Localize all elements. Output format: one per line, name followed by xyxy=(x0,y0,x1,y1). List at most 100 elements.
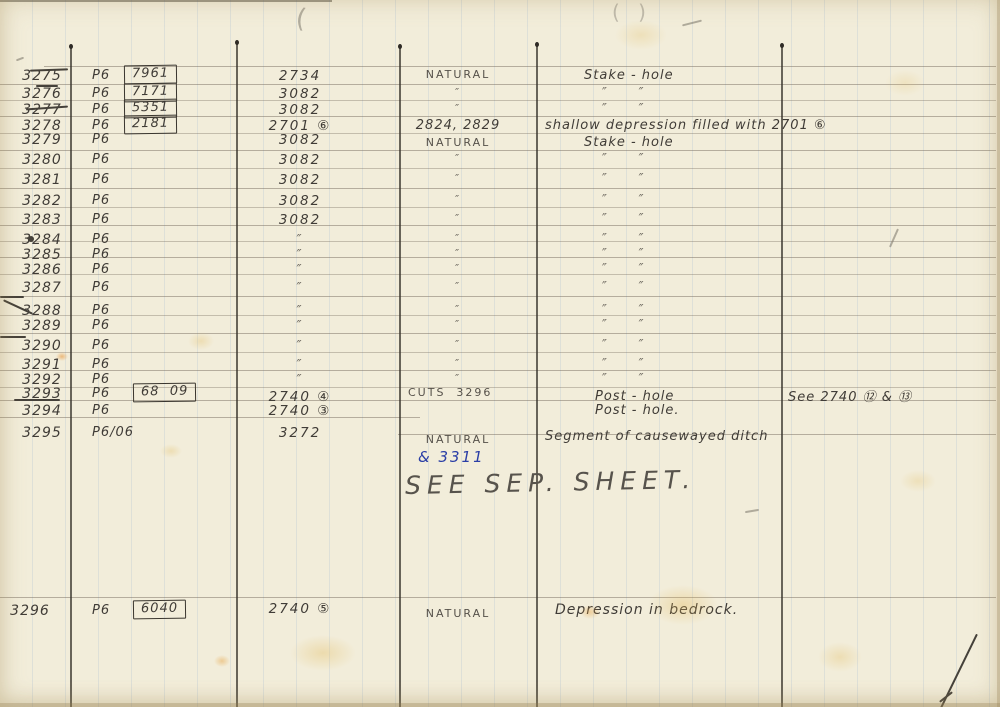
table-row: 3289 P6 ″ ″ ″ ″ xyxy=(0,318,1000,336)
area-code: P6 xyxy=(92,132,111,147)
table-row: 3276 P6 7171 3082 ″ ″ ″ xyxy=(0,82,1000,104)
grid-box: 7961 xyxy=(123,64,178,85)
stain xyxy=(160,444,182,458)
context-number: 3276 xyxy=(22,86,62,102)
ditto-mark: ″ xyxy=(296,372,304,388)
ditto-mark: ″ xyxy=(296,262,304,278)
scan-edge xyxy=(0,0,332,2)
table-row: 3282 P6 3082 ″ ″ ″ xyxy=(0,193,1000,211)
area-code: P6 xyxy=(92,68,111,83)
pen-scratch xyxy=(744,508,760,514)
ditto-mark: ″ xyxy=(454,262,462,275)
ruled-line xyxy=(0,168,996,169)
ruled-line xyxy=(0,188,996,189)
type-label: NATURAL xyxy=(425,433,491,446)
context-number: 3281 xyxy=(22,172,62,188)
area-code: P6 xyxy=(92,86,111,101)
ruled-line xyxy=(0,207,996,208)
ruled-line xyxy=(0,400,996,401)
context-number: 3294 xyxy=(22,403,62,419)
context-number: 3283 xyxy=(22,212,62,228)
ditto-mark: ″ ″ xyxy=(602,318,645,333)
stain xyxy=(818,642,862,672)
area-code: P6 xyxy=(92,172,111,187)
line-top-dot xyxy=(780,43,784,48)
pencil-squiggle xyxy=(682,19,702,27)
stain xyxy=(900,470,936,492)
ditto-mark: ″ xyxy=(454,212,462,225)
table-row: 3283 P6 3082 ″ ″ ″ xyxy=(0,212,1000,230)
area-code: P6/06 xyxy=(92,425,135,440)
ditto-mark: ″ xyxy=(296,338,304,354)
ditto-mark: ″ ″ xyxy=(602,232,645,247)
ditto-mark: ″ xyxy=(454,172,462,185)
table-row: 3275 P6 7961 2734 NATURAL Stake - hole xyxy=(0,64,1000,86)
fill-number: 2740 ④ xyxy=(268,389,332,405)
area-code: P6 xyxy=(92,403,111,418)
context-number: 3280 xyxy=(22,152,62,168)
context-number: 3278 xyxy=(22,118,62,134)
fill-number: 3082 xyxy=(278,193,322,209)
table-row: 3288 P6 ″ ″ ″ ″ xyxy=(0,303,1000,321)
cross-reference-note: See 2740 ⑫ & ⑬ xyxy=(788,390,912,405)
context-number: 3288 xyxy=(22,303,62,319)
column-line xyxy=(399,45,401,707)
ditto-mark: ″ xyxy=(454,357,462,370)
context-number: 3275 xyxy=(22,68,62,84)
fill-number: 3272 xyxy=(278,425,322,441)
fill-number: 3082 xyxy=(278,132,322,148)
table-row: 3286 P6 ″ ″ ″ ″ xyxy=(0,262,1000,280)
fill-of-numbers: 2824, 2829 xyxy=(415,118,501,133)
ditto-mark: ″ ″ xyxy=(602,86,645,101)
ruled-line xyxy=(0,116,996,117)
context-number: 3289 xyxy=(22,318,62,334)
ruled-line xyxy=(0,257,996,258)
ditto-mark: ″ ″ xyxy=(602,152,645,167)
area-code: P6 xyxy=(92,262,111,277)
context-number: 3292 xyxy=(22,372,62,388)
context-number: 3287 xyxy=(22,280,62,296)
ditto-mark: ″ ″ xyxy=(602,338,645,353)
stain xyxy=(290,635,356,671)
margin-dash xyxy=(0,296,24,298)
area-code: P6 xyxy=(92,152,111,167)
line-top-dot xyxy=(398,44,402,49)
pencil-paren-pair-mark: ( ) xyxy=(612,0,652,24)
ditto-mark: ″ xyxy=(296,232,304,248)
ditto-mark: ″ xyxy=(296,247,304,263)
ditto-mark: ″ ″ xyxy=(602,172,645,187)
ditto-mark: ″ ″ xyxy=(602,102,645,117)
description: shallow depression filled with 2701 ⑥ xyxy=(545,118,827,133)
stain xyxy=(615,20,667,50)
ruled-line xyxy=(0,274,996,275)
context-number: 3293 xyxy=(22,386,62,402)
ruled-line xyxy=(44,66,996,67)
ink-blob xyxy=(28,236,34,242)
ditto-mark: ″ xyxy=(296,280,304,296)
type-label: NATURAL xyxy=(425,136,491,149)
ruled-line xyxy=(0,333,996,334)
context-number: 3279 xyxy=(22,132,62,148)
description: Post - hole xyxy=(595,389,675,404)
pencil-tick xyxy=(15,56,25,62)
area-code: P6 xyxy=(92,118,111,133)
grid-box: 68 09 xyxy=(132,382,197,403)
area-code: P6 xyxy=(92,386,111,401)
context-number: 3285 xyxy=(22,247,62,263)
table-row: 3293 P6 68 09 2740 ④ CUTS 3296 Post - ho… xyxy=(0,382,1000,405)
fill-number: 3082 xyxy=(278,152,322,168)
context-number: 3295 xyxy=(22,425,62,441)
area-code: P6 xyxy=(92,338,111,353)
ruled-line xyxy=(0,100,996,101)
ditto-mark: ″ xyxy=(454,152,462,165)
ditto-mark: ″ xyxy=(454,102,462,115)
fill-number: 2734 xyxy=(278,68,322,84)
column-line xyxy=(236,41,238,707)
ditto-mark: ″ ″ xyxy=(602,372,645,387)
ditto-mark: ″ ″ xyxy=(602,303,645,318)
ruled-line xyxy=(0,84,996,85)
type-label: NATURAL xyxy=(425,607,491,620)
context-number: 3284 xyxy=(22,232,62,248)
ditto-mark: ″ xyxy=(296,318,304,334)
area-code: P6 xyxy=(92,318,111,333)
